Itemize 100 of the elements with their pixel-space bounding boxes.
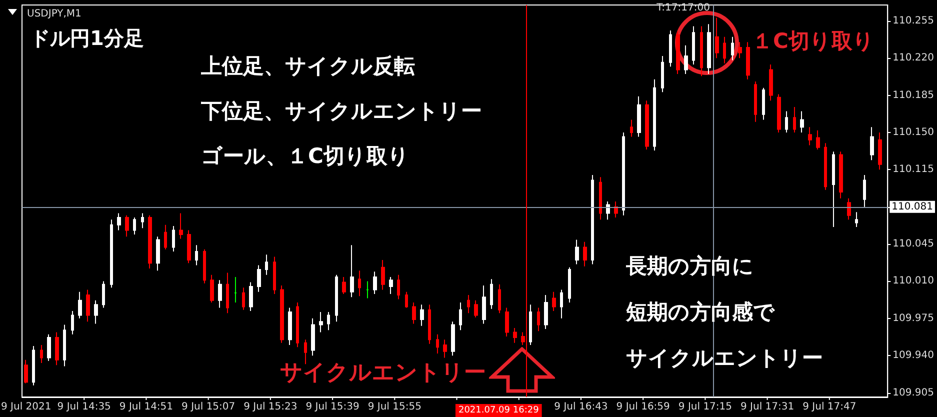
candlestick [847, 198, 851, 220]
x-tick-label: 9 Jul 17:15 [678, 402, 732, 412]
candlestick [32, 346, 35, 386]
candlestick [280, 284, 284, 344]
candlestick [630, 119, 633, 138]
candlestick [606, 201, 610, 220]
x-tick-label: 9 Jul 17:31 [740, 402, 794, 412]
y-tick-label: 110.255 [892, 15, 934, 26]
candlestick [529, 304, 532, 346]
candlestick [474, 300, 478, 318]
candlestick [661, 55, 664, 93]
candlestick [762, 87, 765, 120]
y-tick-label: 110.045 [892, 238, 934, 250]
candlestick [637, 96, 641, 138]
candlestick [560, 289, 563, 319]
candlestick [397, 274, 400, 300]
candlestick [311, 318, 315, 356]
x-tick-label: 9 Jul 16:59 [616, 402, 670, 412]
candlestick [210, 274, 214, 303]
candlestick [218, 280, 222, 308]
candlestick [482, 284, 486, 324]
candlestick [133, 216, 136, 235]
candlestick [195, 244, 198, 266]
candlestick [203, 248, 206, 284]
candlestick [443, 339, 447, 358]
candlestick [855, 212, 858, 228]
candlestick [412, 302, 416, 324]
candlestick [599, 176, 602, 220]
candlestick [164, 224, 167, 250]
y-tick-label: 110.115 [892, 164, 934, 176]
x-tick-label: 9 Jul 17:47 [802, 402, 856, 412]
annotation: １C切り取り [752, 29, 874, 53]
candlestick [653, 78, 656, 152]
candlestick [141, 212, 144, 229]
candlestick [451, 321, 455, 356]
candlestick [24, 359, 28, 384]
ref-line-label: 110.081 [892, 201, 934, 212]
candlestick [777, 94, 781, 133]
annotation: サイクルエントリー [280, 360, 486, 386]
candlestick [342, 276, 346, 294]
candlestick [863, 174, 866, 208]
candlestick [568, 266, 571, 303]
candlestick [700, 26, 703, 77]
candlestick [319, 312, 323, 333]
candlestick [110, 219, 113, 288]
candlestick [405, 291, 408, 308]
candlestick [870, 126, 874, 161]
candlestick [55, 332, 59, 366]
x-tick-label: 9 Jul 15:55 [368, 402, 422, 412]
candlestick [94, 300, 98, 324]
candlestick [428, 304, 431, 344]
candlestick [544, 294, 548, 330]
candlestick [537, 307, 540, 332]
candlestick [583, 241, 587, 267]
candlestick [575, 239, 579, 265]
x-tick-label: 9 Jul 16:43 [554, 402, 608, 412]
candlestick [707, 24, 711, 75]
y-tick-label: 109.975 [892, 312, 934, 324]
candlestick [234, 276, 237, 303]
candlestick [327, 312, 330, 331]
candlestick [513, 327, 517, 344]
candlestick [490, 278, 493, 310]
candlestick [684, 44, 688, 75]
annotation: 下位足、サイクルエントリー [200, 99, 482, 123]
candlestick [172, 225, 175, 252]
x-tick-label: 9 Jul 15:23 [244, 402, 298, 412]
candlestick [467, 294, 470, 314]
candlestick [746, 42, 750, 80]
y-tick-label: 109.905 [892, 387, 934, 398]
candlestick [800, 110, 804, 133]
candlestick [78, 291, 82, 319]
candlestick [808, 126, 812, 146]
x-tick-label: 9 Jul 14:35 [57, 402, 111, 412]
candlestick [242, 287, 245, 310]
candlestick [71, 310, 74, 335]
candlestick [505, 307, 509, 337]
y-tick-label: 110.150 [892, 126, 934, 138]
candlestick [754, 80, 757, 122]
candlestick [731, 36, 734, 61]
candlestick [622, 132, 625, 216]
candlestick [816, 130, 820, 150]
annotation: ドル円1分足 [30, 26, 144, 50]
y-tick-label: 110.185 [892, 90, 934, 101]
candlestick [40, 344, 43, 364]
candlestick [179, 212, 183, 240]
candlestick [793, 106, 796, 133]
candlestick [738, 42, 742, 59]
candlestick [591, 174, 594, 265]
candlestick [692, 26, 695, 65]
candlestick [785, 110, 788, 133]
candlestick [335, 274, 338, 322]
candlestick [226, 272, 229, 314]
candlestick [265, 254, 268, 276]
candlestick [824, 142, 827, 190]
candlestick [676, 31, 680, 75]
candlestick [769, 64, 773, 102]
y-tick-label: 110.010 [892, 276, 934, 287]
candlestick [257, 264, 261, 292]
annotation: ゴール、１C切り取り [201, 144, 410, 168]
candlestick [436, 334, 439, 354]
